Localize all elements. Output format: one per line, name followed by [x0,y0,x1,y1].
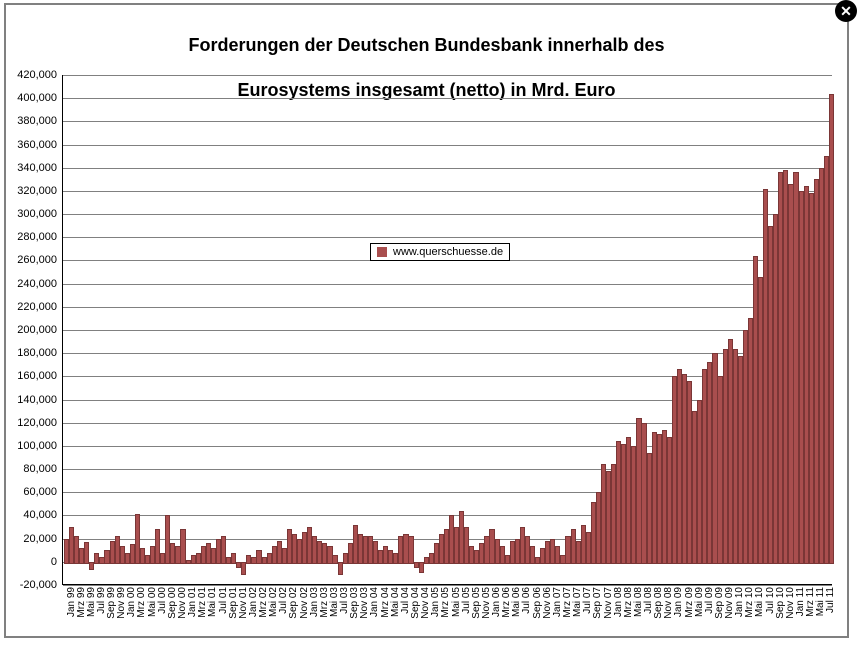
gridline [63,121,832,122]
y-tick-label: 180,000 [17,347,57,359]
bar [241,562,246,576]
y-tick-label: 160,000 [17,370,57,382]
x-tick-label: Mrz 04 [380,587,391,618]
y-tick-label: 200,000 [17,324,57,336]
plot-area: -20,000020,00040,00060,00080,000100,0001… [62,75,832,585]
gridline [63,307,832,308]
gridline [63,191,832,192]
y-tick-label: 140,000 [17,394,57,406]
gridline [63,145,832,146]
x-tick-label: Sep 07 [592,587,603,619]
x-tick-label: Jul 05 [461,587,472,614]
legend-swatch [377,247,387,257]
close-icon[interactable]: ✕ [835,0,857,22]
x-tick-label: Jan 09 [673,587,684,617]
y-tick-label: 380,000 [17,115,57,127]
gridline [63,330,832,331]
gridline [63,237,832,238]
y-tick-label: 340,000 [17,162,57,174]
x-tick-label: Sep 02 [288,587,299,619]
x-tick-label: Jul 01 [218,587,229,614]
y-tick-label: 400,000 [17,92,57,104]
x-tick-label: Nov 02 [299,587,310,619]
y-tick-label: 20,000 [23,533,57,545]
y-tick-label: 0 [51,556,57,568]
x-tick-label: Jul 06 [521,587,532,614]
y-tick-label: -20,000 [20,579,57,591]
x-tick-label: Jul 10 [765,587,776,614]
y-tick-label: 420,000 [17,69,57,81]
y-tick-label: 260,000 [17,254,57,266]
y-tick-label: 60,000 [23,486,57,498]
gridline [63,284,832,285]
x-tick-label: Jan 99 [66,587,77,617]
gridline [63,214,832,215]
x-tick-label: Sep 06 [532,587,543,619]
x-tick-label: Jan 08 [613,587,624,617]
y-tick-label: 360,000 [17,139,57,151]
bar [84,542,89,564]
bar [408,536,413,564]
y-tick-label: 120,000 [17,417,57,429]
x-tick-label: Mrz 99 [76,587,87,618]
y-tick-label: 220,000 [17,301,57,313]
x-tick-label: Mai 00 [147,587,158,617]
x-tick-label: Nov 07 [603,587,614,619]
title-line-1: Forderungen der Deutschen Bundesbank inn… [188,35,664,55]
y-tick-label: 320,000 [17,185,57,197]
x-tick-label: Jul 11 [825,587,836,613]
y-tick-label: 80,000 [23,463,57,475]
x-tick-label: Mrz 05 [440,587,451,618]
x-tick-label: Jan 04 [369,587,380,617]
x-tick-label: Sep 01 [228,587,239,619]
x-tick-label: Mai 05 [451,587,462,617]
y-tick-label: 40,000 [23,509,57,521]
chart-frame: Forderungen der Deutschen Bundesbank inn… [4,3,849,638]
y-tick-label: 300,000 [17,208,57,220]
x-tick-label: Mai 01 [207,587,218,617]
y-tick-label: 280,000 [17,231,57,243]
gridline [63,75,832,76]
x-tick-label: Mai 10 [754,587,765,617]
y-tick-label: 100,000 [17,440,57,452]
bar [338,562,343,576]
legend-label: www.querschuesse.de [393,246,503,258]
y-tick-label: 240,000 [17,278,57,290]
x-tick-label: Mrz 09 [684,587,695,618]
gridline [63,168,832,169]
gridline [63,98,832,99]
legend: www.querschuesse.de [370,243,510,261]
bar [829,94,834,564]
x-tick-label: Mrz 00 [136,587,147,618]
